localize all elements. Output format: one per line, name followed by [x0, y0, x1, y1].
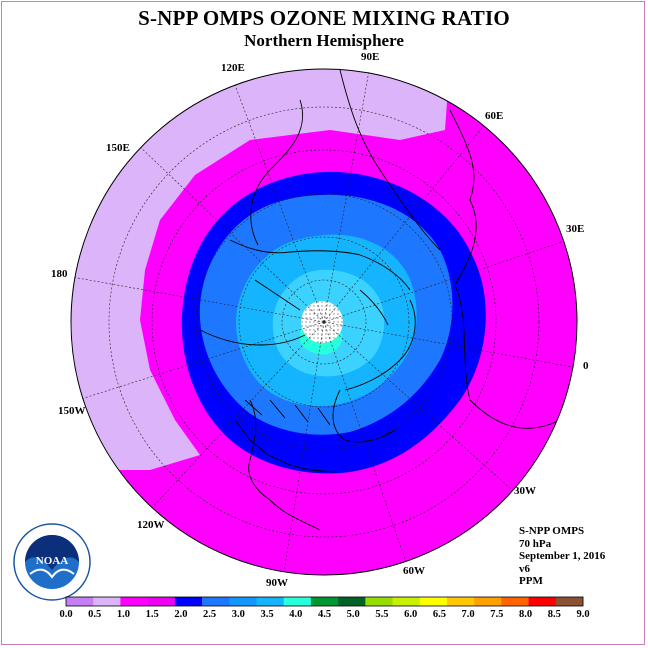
- lon-label-0: 0: [583, 360, 589, 372]
- map-boundary: [70, 68, 578, 576]
- lon-label-150w: 150W: [58, 405, 86, 417]
- ozone-field: [71, 69, 577, 575]
- noaa-logo: NOAA: [13, 523, 91, 601]
- polar-night-no-data: [301, 301, 343, 343]
- lon-label-60e: 60E: [485, 110, 504, 122]
- info-version: v6: [519, 562, 530, 575]
- field-light-purple: [71, 69, 450, 470]
- lon-label-90e: 90E: [361, 51, 380, 63]
- map-title: S-NPP OMPS OZONE MIXING RATIO: [138, 6, 510, 30]
- info-block: S-NPP OMPS 70 hPa September 1, 2016 v6 P…: [519, 525, 605, 588]
- info-units: PPM: [519, 575, 543, 587]
- info-pressure-level: 70 hPa: [519, 537, 552, 550]
- lon-label-60w: 60W: [403, 565, 425, 577]
- lon-label-180: 180: [51, 268, 68, 280]
- lon-label-90w: 90W: [266, 577, 288, 589]
- lon-label-30e: 30E: [566, 223, 585, 235]
- lon-label-120w: 120W: [137, 519, 165, 531]
- noaa-logo-text: NOAA: [36, 555, 68, 567]
- lon-label-150e: 150E: [106, 142, 130, 154]
- map-subtitle: Northern Hemisphere: [244, 31, 404, 50]
- graticule: [71, 69, 577, 575]
- lon-label-120e: 120E: [221, 62, 245, 74]
- lon-label-30w: 30W: [514, 485, 536, 497]
- info-instrument: S-NPP OMPS: [519, 525, 585, 537]
- info-date: September 1, 2016: [519, 550, 606, 562]
